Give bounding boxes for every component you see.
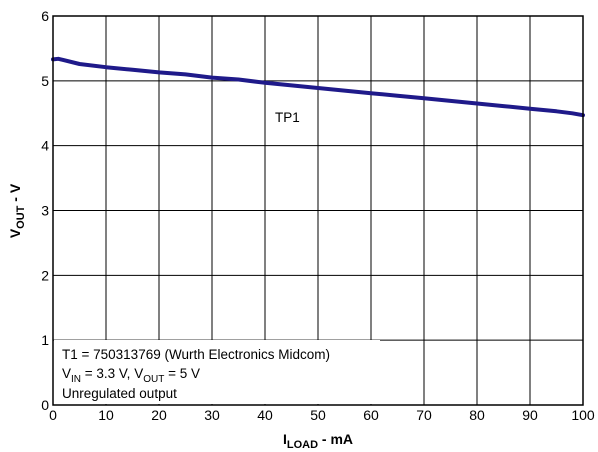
series-line-tp1 <box>51 56 585 118</box>
y-axis-title-suffix: - V <box>7 183 23 205</box>
x-tick-label: 20 <box>151 407 167 423</box>
y-tick-label: 5 <box>41 73 49 89</box>
annotation-vin-value: = 3.3 V, <box>81 366 134 381</box>
y-tick-label: 4 <box>41 138 49 154</box>
annotation-line-1: T1 = 750313769 (Wurth Electronics Midcom… <box>62 347 330 362</box>
annotation-vout-symbol: V <box>134 366 143 381</box>
annotation-vout-value: = 5 V <box>164 366 200 381</box>
y-tick-label: 3 <box>41 203 49 219</box>
y-tick-labels: 0 1 2 3 4 5 6 <box>41 8 49 413</box>
x-tick-label: 0 <box>49 407 57 423</box>
y-axis-title-main: V <box>7 228 23 238</box>
y-tick-label: 2 <box>41 267 49 283</box>
x-tick-label: 50 <box>310 407 326 423</box>
y-axis-title: VOUT - V <box>7 183 27 238</box>
y-tick-label: 0 <box>41 397 49 413</box>
y-tick-label: 1 <box>41 332 49 348</box>
plot-frame <box>52 15 584 406</box>
x-axis-title: ILOAD - mA <box>283 431 353 451</box>
x-axis-title-sub: LOAD <box>287 439 318 451</box>
x-axis-title-suffix: - mA <box>318 431 353 447</box>
x-tick-label: 70 <box>416 407 432 423</box>
annotation-box <box>54 340 380 404</box>
x-tick-label: 90 <box>522 407 538 423</box>
annotation-vout-subscript: OUT <box>143 374 164 385</box>
annotation-line-2: VIN = 3.3 V, VOUT = 5 V <box>62 366 200 385</box>
x-tick-label: 10 <box>98 407 114 423</box>
x-tick-label: 100 <box>571 407 595 423</box>
annotation-vin-subscript: IN <box>71 374 81 385</box>
x-tick-label: 30 <box>204 407 220 423</box>
x-tick-label: 40 <box>257 407 273 423</box>
annotation-line-3: Unregulated output <box>62 386 177 401</box>
annotation-vin-symbol: V <box>62 366 71 381</box>
y-axis-title-sub: OUT <box>15 205 27 229</box>
x-tick-label: 80 <box>469 407 485 423</box>
x-tick-label: 60 <box>363 407 379 423</box>
x-tick-labels: 0 10 20 30 40 50 60 70 80 90 100 <box>49 407 595 423</box>
series-layer <box>51 56 585 118</box>
x-axis-title-main: I <box>283 431 287 447</box>
series-label: TP1 <box>275 110 300 125</box>
y-tick-label: 6 <box>41 8 49 24</box>
